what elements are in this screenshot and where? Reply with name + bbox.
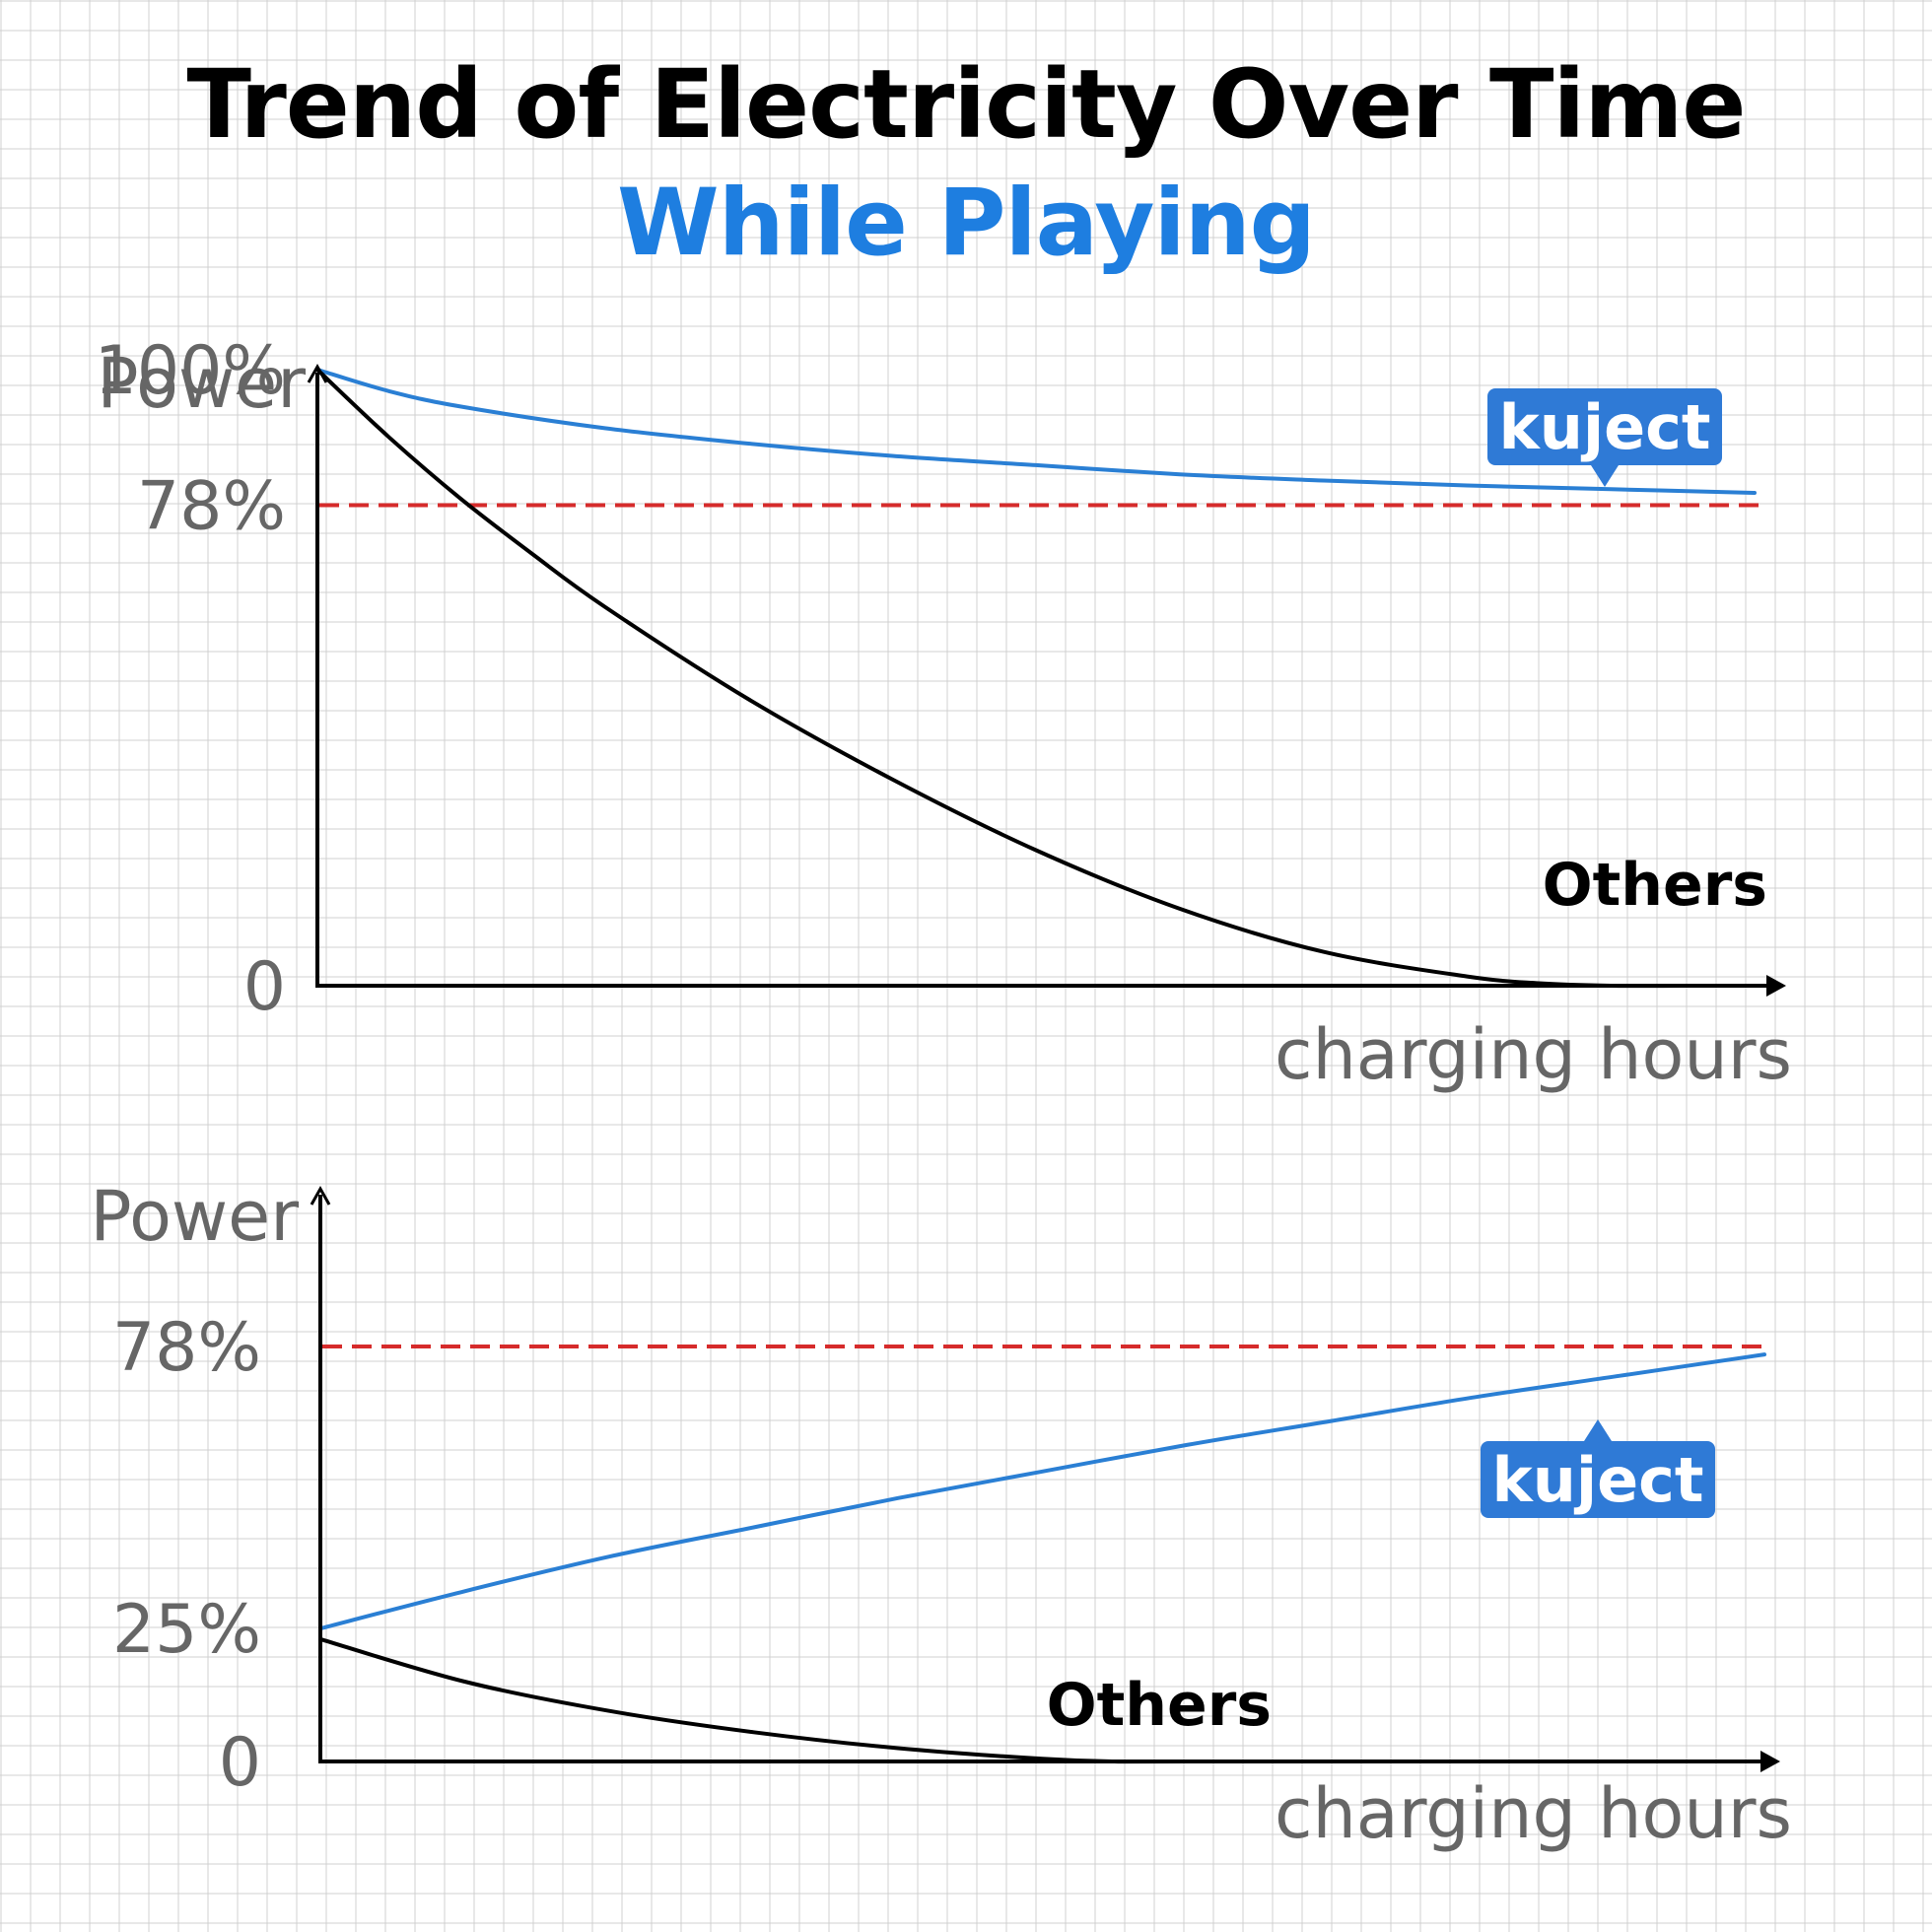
- chart-bottom: Power charging hours 78% 25% 0 kuject Others: [90, 1176, 1792, 1854]
- x-axis-arrow-icon: [1766, 975, 1786, 997]
- chart-subtitle: While Playing: [617, 170, 1316, 277]
- series-badge-kuject: kuject: [1487, 388, 1722, 487]
- x-axis-label: charging hours: [1275, 1773, 1792, 1854]
- y-tick-label: 78%: [112, 1309, 261, 1387]
- series-badge-kuject: kuject: [1481, 1419, 1715, 1518]
- series-label-others: Others: [1543, 851, 1767, 920]
- chart-title: Trend of Electricity Over Time: [186, 49, 1747, 160]
- series-label-kuject: kuject: [1498, 391, 1710, 463]
- series-line-others: [318, 1636, 1766, 1764]
- y-tick-label: 78%: [137, 468, 286, 546]
- badge-background: [1487, 388, 1722, 465]
- y-axis-arrow-icon: [310, 1185, 331, 1206]
- series-line-kuject: [315, 368, 1757, 495]
- chart-top: Power charging hours 100% 78% 0 kuject Others: [95, 332, 1792, 1095]
- y-axis-label: Power: [97, 343, 306, 424]
- y-tick-label: 25%: [112, 1591, 261, 1669]
- y-tick-label: 0: [219, 1724, 261, 1802]
- x-axis-label: charging hours: [1275, 1014, 1792, 1095]
- x-axis-arrow-icon: [1760, 1751, 1780, 1772]
- series-label-others: Others: [1047, 1671, 1272, 1740]
- y-axis-arrow-icon: [307, 363, 328, 383]
- y-tick-label: 0: [243, 948, 286, 1026]
- badge-pointer-icon: [1591, 465, 1619, 487]
- y-tick-label: 100%: [95, 332, 286, 410]
- series-label-kuject: kuject: [1491, 1444, 1703, 1516]
- y-axis-label: Power: [90, 1176, 299, 1257]
- series-line-kuject: [318, 1352, 1766, 1631]
- badge-background: [1481, 1441, 1715, 1518]
- badge-pointer-icon: [1584, 1419, 1612, 1441]
